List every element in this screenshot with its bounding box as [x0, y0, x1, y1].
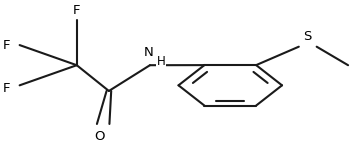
Text: O: O — [94, 130, 105, 142]
Text: H: H — [157, 55, 166, 68]
Text: F: F — [2, 82, 10, 95]
Text: F: F — [73, 4, 81, 17]
Text: N: N — [143, 46, 153, 59]
Text: F: F — [2, 39, 10, 52]
Text: S: S — [303, 30, 312, 43]
